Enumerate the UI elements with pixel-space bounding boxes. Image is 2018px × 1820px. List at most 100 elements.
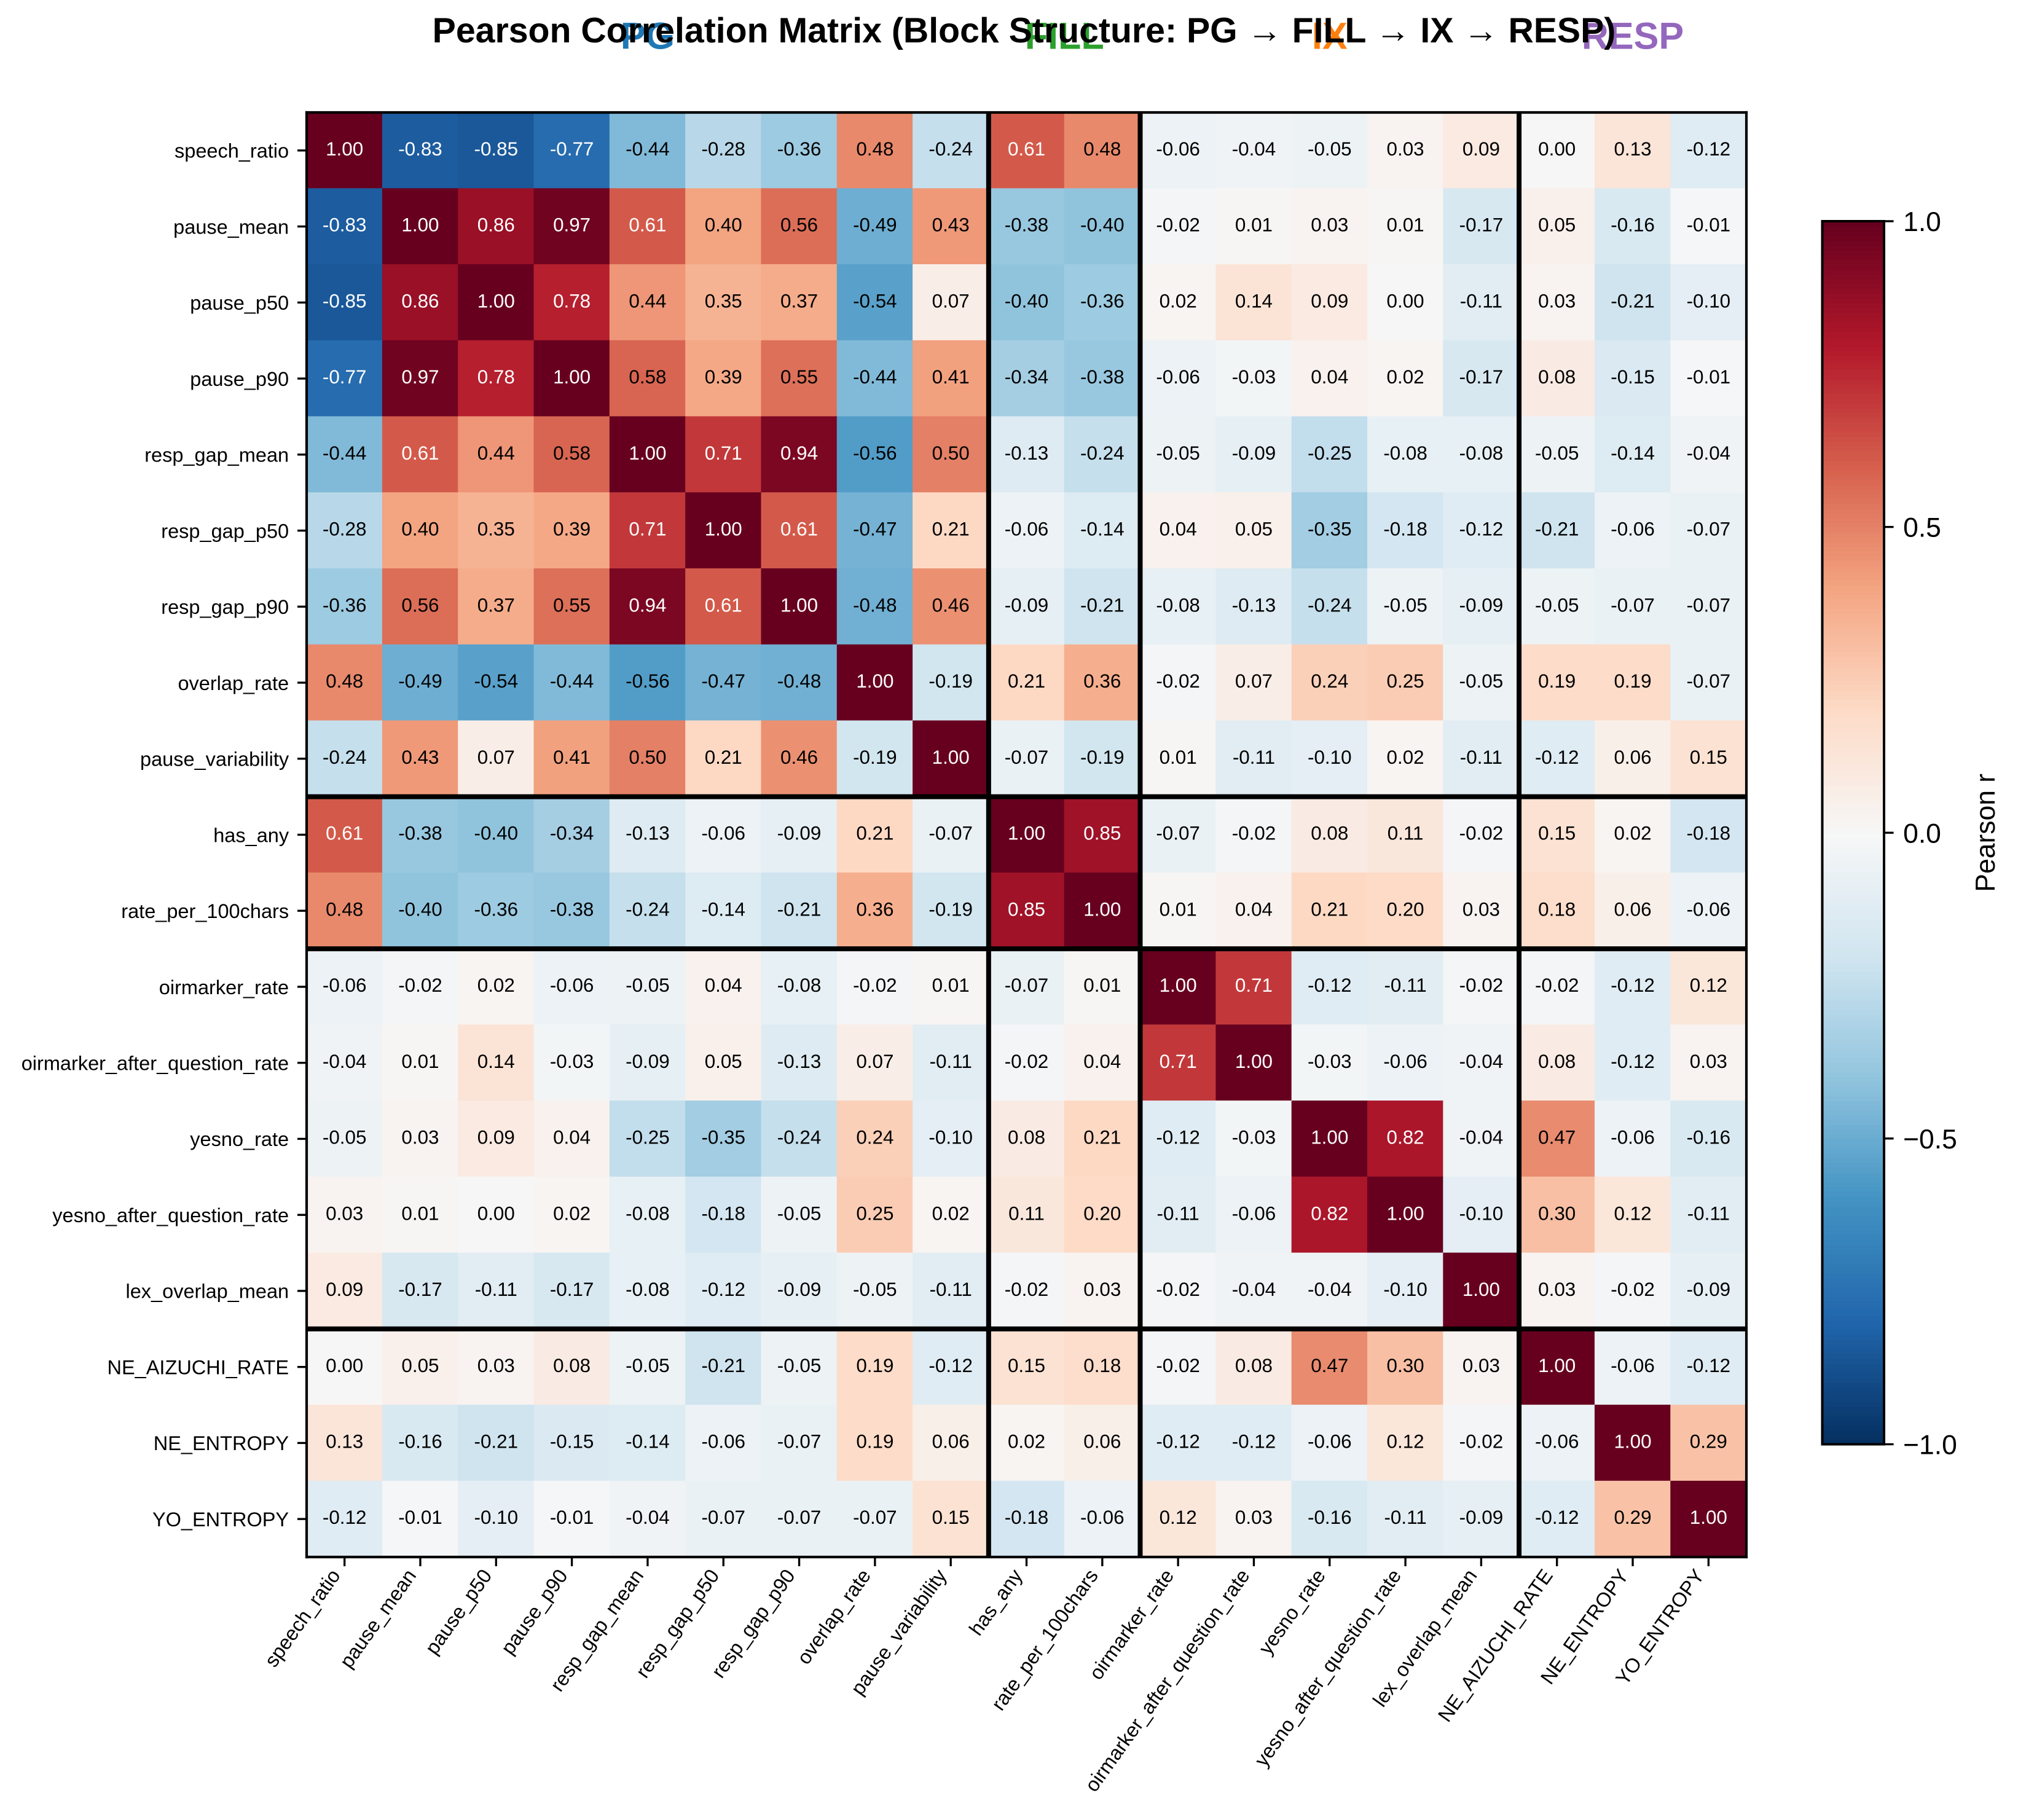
svg-text:-0.04: -0.04	[626, 1507, 670, 1528]
svg-text:-0.49: -0.49	[398, 670, 442, 692]
svg-text:0.01: 0.01	[401, 1202, 439, 1224]
svg-text:-0.56: -0.56	[626, 670, 670, 692]
svg-text:-0.10: -0.10	[1383, 1279, 1427, 1300]
svg-text:0.24: 0.24	[1311, 670, 1348, 692]
svg-text:-0.06: -0.06	[1232, 1202, 1276, 1224]
svg-text:-0.08: -0.08	[1156, 594, 1200, 616]
svg-text:0.48: 0.48	[326, 670, 363, 692]
svg-text:0.08: 0.08	[1311, 823, 1348, 844]
svg-text:1.00: 1.00	[401, 214, 439, 236]
svg-text:-0.07: -0.07	[1687, 594, 1731, 616]
svg-text:0.56: 0.56	[780, 214, 818, 236]
svg-text:0.44: 0.44	[477, 442, 515, 464]
svg-text:-0.07: -0.07	[777, 1431, 822, 1453]
svg-text:0.71: 0.71	[1160, 1051, 1197, 1072]
svg-text:-0.08: -0.08	[777, 975, 822, 996]
svg-text:0.09: 0.09	[1311, 290, 1348, 312]
svg-text:-0.21: -0.21	[1080, 594, 1125, 616]
svg-text:-0.47: -0.47	[853, 519, 897, 540]
svg-text:0.12: 0.12	[1387, 1431, 1424, 1453]
svg-text:-0.06: -0.06	[1080, 1507, 1125, 1528]
svg-text:0.09: 0.09	[1462, 138, 1500, 160]
svg-text:-0.24: -0.24	[1080, 442, 1125, 464]
svg-text:0.04: 0.04	[553, 1127, 591, 1148]
svg-text:0.55: 0.55	[780, 366, 818, 388]
svg-text:0.02: 0.02	[553, 1202, 591, 1224]
svg-text:-0.12: -0.12	[701, 1279, 745, 1300]
svg-text:0.30: 0.30	[1387, 1355, 1424, 1376]
svg-text:0.03: 0.03	[1690, 1051, 1727, 1072]
svg-text:0.02: 0.02	[1387, 366, 1424, 388]
svg-text:-0.06: -0.06	[1383, 1051, 1427, 1072]
svg-text:oirmarker_after_question_rate: oirmarker_after_question_rate	[22, 1052, 289, 1074]
svg-text:0.12: 0.12	[1690, 975, 1727, 996]
svg-text:0.07: 0.07	[932, 290, 970, 312]
svg-text:-0.19: -0.19	[1080, 747, 1125, 768]
svg-text:0.55: 0.55	[553, 594, 591, 616]
svg-text:0.86: 0.86	[477, 214, 515, 236]
svg-text:-0.06: -0.06	[701, 1431, 745, 1453]
svg-text:1.00: 1.00	[326, 138, 363, 160]
svg-text:0.94: 0.94	[780, 442, 818, 464]
svg-text:0.48: 0.48	[1083, 138, 1121, 160]
svg-text:0.03: 0.03	[1538, 1279, 1576, 1300]
svg-text:0.12: 0.12	[1160, 1507, 1197, 1528]
svg-text:0.06: 0.06	[1083, 1431, 1121, 1453]
svg-text:0.14: 0.14	[1235, 290, 1273, 312]
svg-text:0.56: 0.56	[401, 594, 439, 616]
svg-text:0.02: 0.02	[477, 975, 515, 996]
svg-text:-0.54: -0.54	[853, 290, 897, 312]
svg-text:-0.38: -0.38	[398, 823, 442, 844]
svg-text:0.03: 0.03	[1387, 138, 1424, 160]
svg-text:-0.13: -0.13	[626, 823, 670, 844]
svg-text:1.00: 1.00	[1235, 1051, 1273, 1072]
svg-text:Pearson Correlation Matrix (Bl: Pearson Correlation Matrix (Block Struct…	[433, 11, 1616, 50]
svg-text:yesno_rate: yesno_rate	[190, 1128, 289, 1150]
svg-text:-0.07: -0.07	[1687, 519, 1731, 540]
svg-text:0.37: 0.37	[477, 594, 515, 616]
svg-text:-0.16: -0.16	[398, 1431, 442, 1453]
svg-text:0.02: 0.02	[1614, 823, 1651, 844]
svg-text:-0.02: -0.02	[1156, 1355, 1200, 1376]
svg-text:-0.28: -0.28	[323, 519, 367, 540]
svg-text:-0.07: -0.07	[1005, 747, 1049, 768]
svg-text:-0.02: -0.02	[1156, 1279, 1200, 1300]
svg-text:0.02: 0.02	[1160, 290, 1197, 312]
svg-text:-0.11: -0.11	[1384, 975, 1426, 996]
svg-text:-0.83: -0.83	[398, 138, 442, 160]
svg-text:0.25: 0.25	[856, 1202, 893, 1224]
svg-text:rate_per_100chars: rate_per_100chars	[121, 900, 289, 922]
svg-text:speech_ratio: speech_ratio	[175, 140, 289, 162]
svg-text:-0.18: -0.18	[1005, 1507, 1049, 1528]
svg-text:-0.09: -0.09	[1459, 594, 1504, 616]
svg-text:-0.04: -0.04	[1459, 1051, 1504, 1072]
svg-text:-0.44: -0.44	[323, 442, 367, 464]
svg-text:1.00: 1.00	[1462, 1279, 1500, 1300]
svg-text:-0.44: -0.44	[550, 670, 594, 692]
svg-text:0.85: 0.85	[1083, 823, 1121, 844]
svg-text:0.50: 0.50	[932, 442, 970, 464]
svg-text:-0.07: -0.07	[929, 823, 973, 844]
svg-text:pause_mean: pause_mean	[173, 216, 289, 238]
svg-text:-0.02: -0.02	[1005, 1051, 1049, 1072]
svg-text:-0.02: -0.02	[398, 975, 442, 996]
svg-text:-0.09: -0.09	[777, 823, 822, 844]
svg-text:0.11: 0.11	[1388, 823, 1424, 844]
svg-text:pause_p90: pause_p90	[190, 368, 289, 390]
svg-text:0.43: 0.43	[401, 747, 439, 768]
svg-text:-0.40: -0.40	[1005, 290, 1049, 312]
svg-text:0.20: 0.20	[1083, 1202, 1121, 1224]
svg-text:0.04: 0.04	[1311, 366, 1348, 388]
svg-text:-0.34: -0.34	[1005, 366, 1049, 388]
svg-text:0.58: 0.58	[553, 442, 591, 464]
svg-text:0.30: 0.30	[1538, 1202, 1576, 1224]
svg-text:-0.07: -0.07	[701, 1507, 745, 1528]
svg-text:-0.11: -0.11	[1157, 1202, 1199, 1224]
svg-text:1.00: 1.00	[1083, 898, 1121, 920]
svg-text:-0.07: -0.07	[1005, 975, 1049, 996]
svg-text:-0.21: -0.21	[1611, 290, 1655, 312]
svg-text:0.29: 0.29	[1614, 1507, 1651, 1528]
svg-text:0.29: 0.29	[1690, 1431, 1727, 1453]
svg-text:-0.13: -0.13	[1232, 594, 1276, 616]
svg-text:-0.19: -0.19	[853, 747, 897, 768]
